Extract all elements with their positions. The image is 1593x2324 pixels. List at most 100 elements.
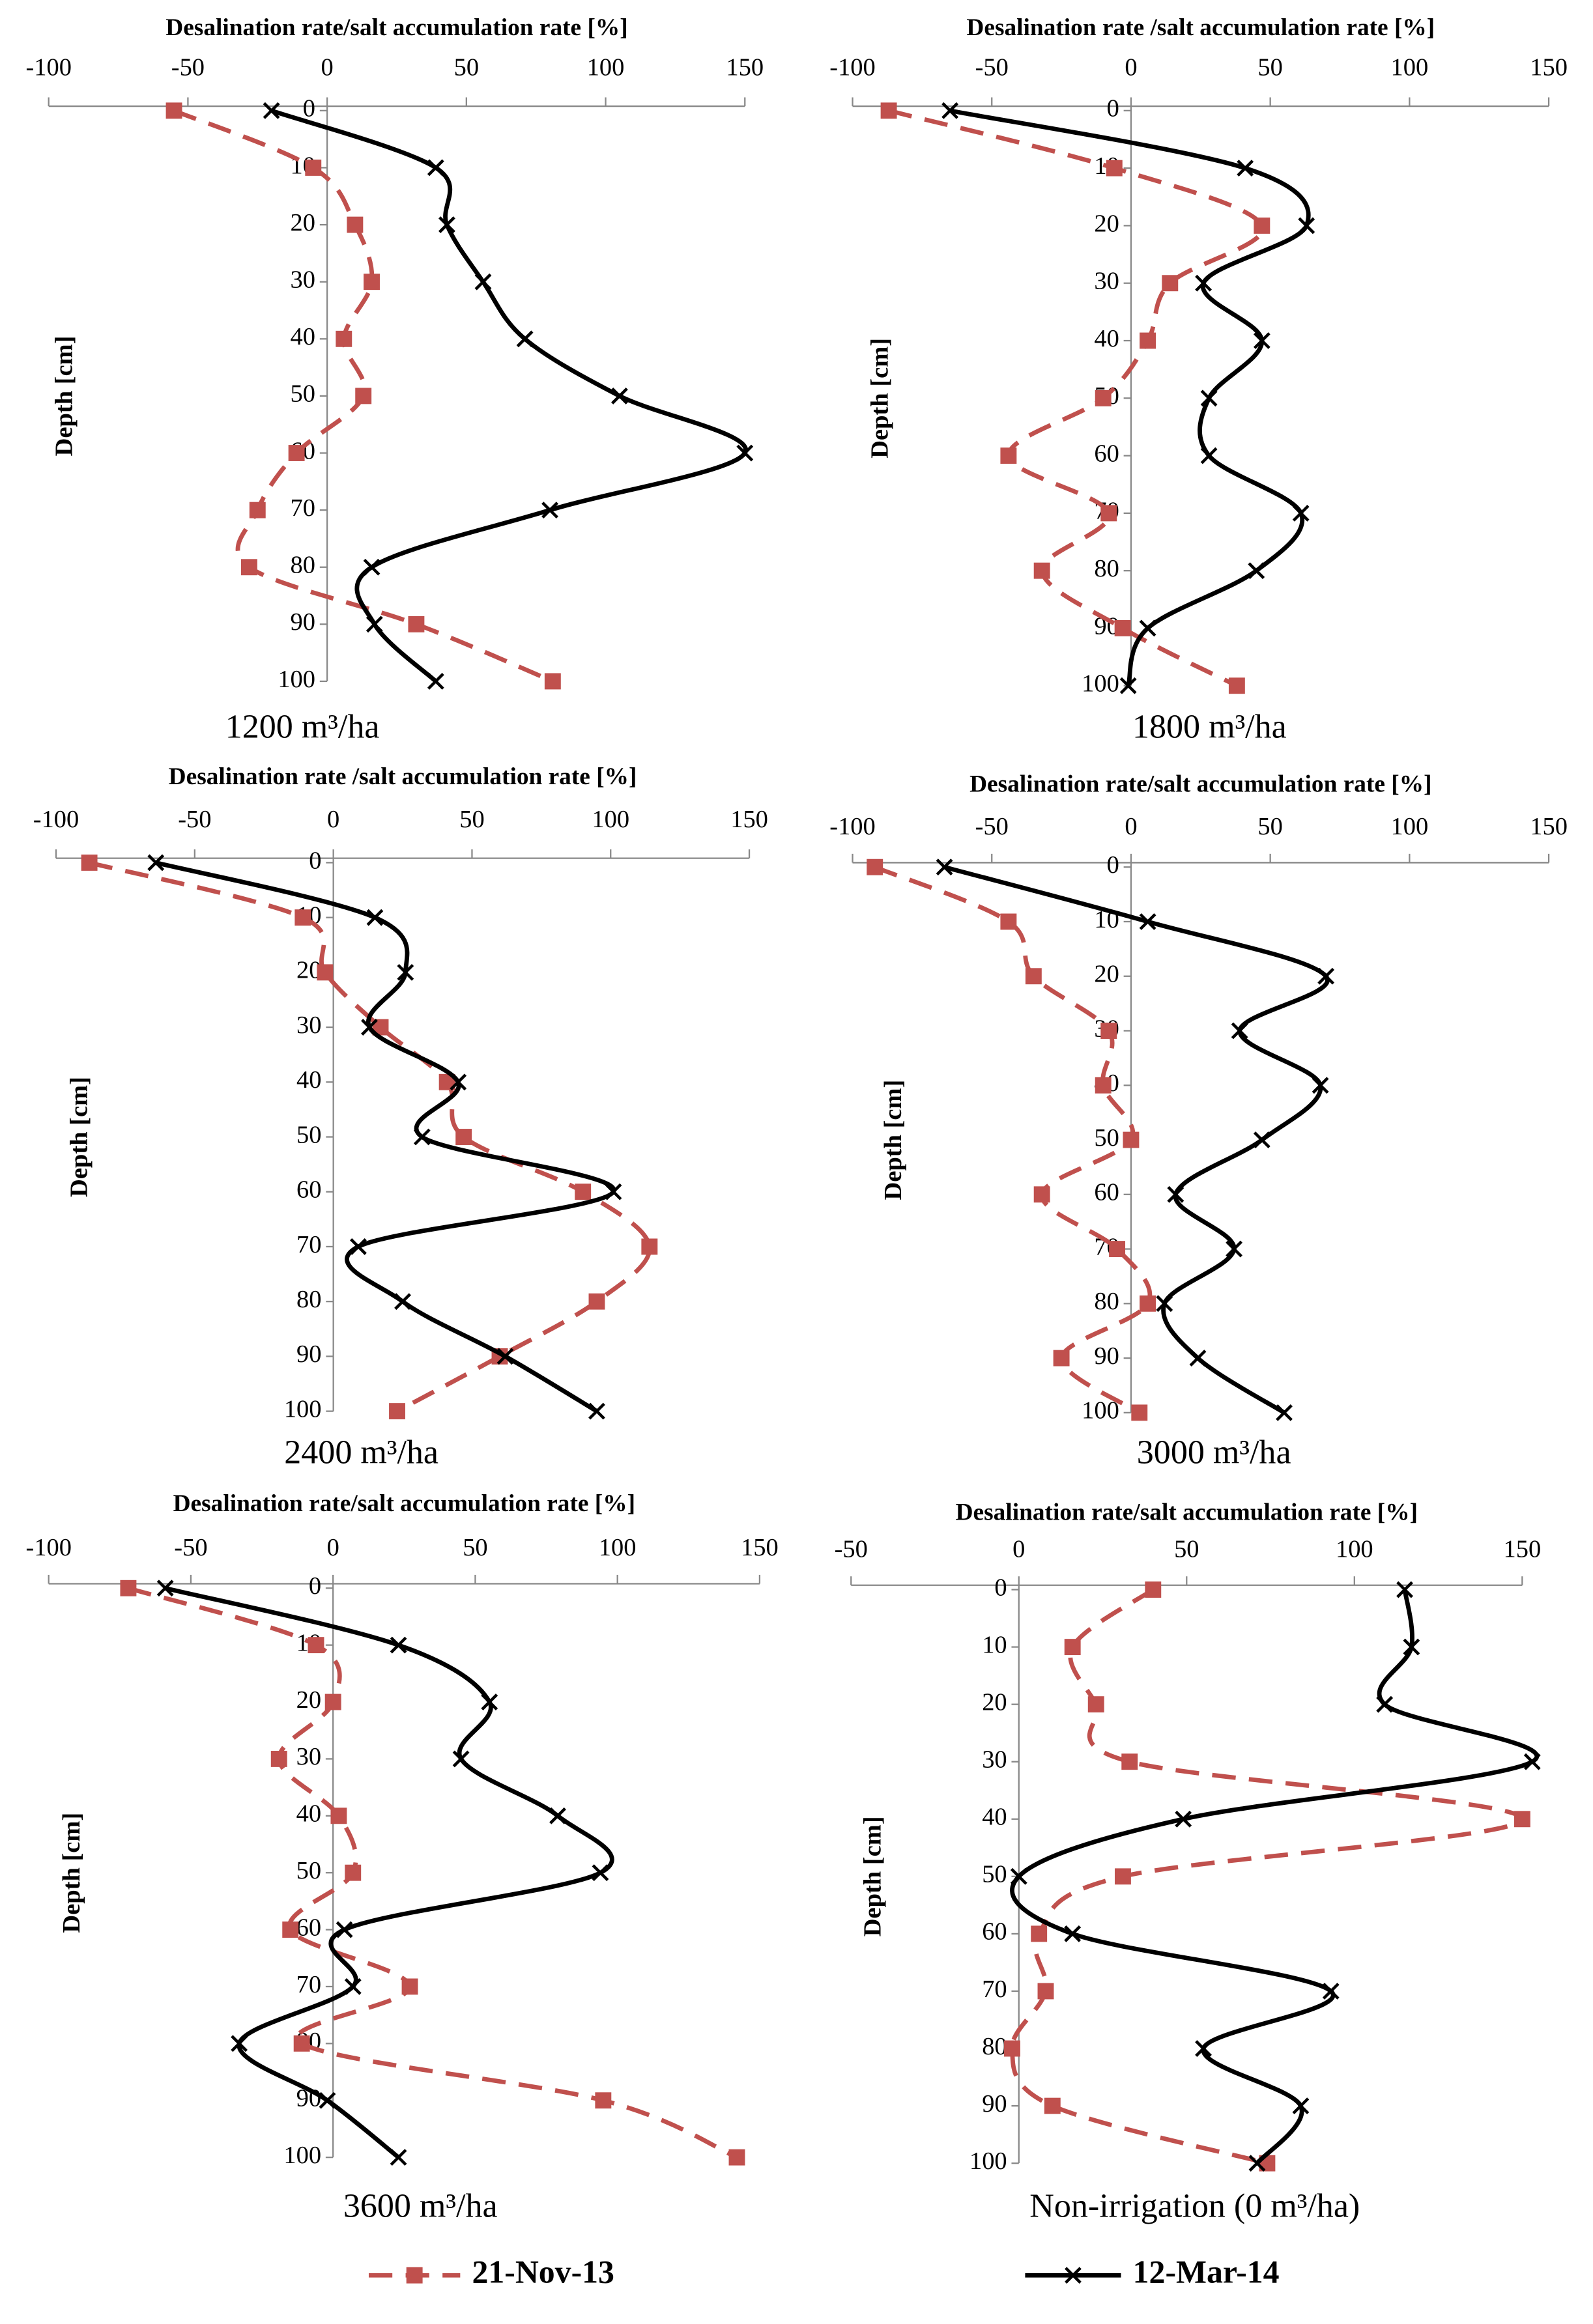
marker bbox=[1033, 1186, 1050, 1203]
x-tick-label: 100 bbox=[587, 53, 625, 81]
chart: Desalination rate /salt accumulation rat… bbox=[33, 763, 768, 1471]
x-tick-label: 100 bbox=[1391, 813, 1429, 840]
x-tick-label: -50 bbox=[975, 53, 1009, 81]
marker bbox=[1000, 913, 1017, 930]
marker bbox=[390, 2149, 407, 2166]
marker bbox=[1156, 1295, 1173, 1312]
marker bbox=[345, 1864, 362, 1881]
y-axis-label: Depth [cm] bbox=[880, 1080, 907, 1200]
x-tick-label: 50 bbox=[454, 53, 479, 81]
x-tick-label: -100 bbox=[829, 53, 876, 81]
marker bbox=[1403, 1638, 1420, 1656]
y-tick-label: 90 bbox=[296, 1340, 321, 1368]
marker bbox=[450, 1073, 467, 1091]
marker bbox=[1010, 1867, 1027, 1885]
marker bbox=[270, 1750, 287, 1767]
marker bbox=[1065, 2267, 1082, 2284]
marker bbox=[1317, 967, 1335, 985]
marker bbox=[1064, 1639, 1081, 1656]
marker bbox=[544, 673, 561, 690]
x-tick-label: 100 bbox=[1391, 53, 1429, 81]
marker bbox=[496, 1348, 514, 1365]
marker bbox=[1037, 1983, 1054, 2000]
caption: 1800 m³/ha bbox=[1132, 709, 1287, 746]
x-tick-label: 150 bbox=[1530, 53, 1568, 81]
marker bbox=[549, 1807, 566, 1824]
x-tick-label: 0 bbox=[327, 806, 339, 833]
marker bbox=[1228, 677, 1245, 694]
y-axis-label: Depth [cm] bbox=[65, 1077, 93, 1197]
x-tick-label: -100 bbox=[829, 813, 876, 840]
y-tick-label: 60 bbox=[1094, 440, 1119, 467]
marker bbox=[263, 102, 280, 119]
marker bbox=[1145, 1581, 1162, 1598]
marker bbox=[1000, 447, 1017, 464]
marker bbox=[366, 909, 384, 926]
marker bbox=[294, 909, 311, 926]
marker bbox=[455, 1129, 472, 1145]
x-tick-label: 150 bbox=[1530, 813, 1568, 840]
chart: Desalination rate/salt accumulation rate… bbox=[25, 1490, 778, 2224]
marker bbox=[1114, 1868, 1131, 1885]
axis-title: Desalination rate/salt accumulation rate… bbox=[956, 1499, 1418, 1526]
y-tick-label: 90 bbox=[291, 608, 315, 636]
x-tick-label: 0 bbox=[321, 53, 334, 81]
marker bbox=[941, 102, 959, 119]
marker bbox=[481, 1693, 498, 1710]
axis-title: Desalination rate/salt accumulation rate… bbox=[173, 1490, 635, 1517]
marker bbox=[1253, 332, 1270, 349]
marker bbox=[1119, 677, 1137, 694]
marker bbox=[1095, 1077, 1112, 1094]
x-tick-label: -50 bbox=[975, 813, 1009, 840]
y-axis-label: Depth [cm] bbox=[859, 1816, 886, 1936]
marker bbox=[1248, 562, 1265, 580]
y-tick-label: 80 bbox=[982, 2033, 1007, 2060]
marker bbox=[1064, 1925, 1082, 1942]
marker bbox=[1231, 1022, 1248, 1040]
marker bbox=[1106, 160, 1123, 177]
marker bbox=[1237, 160, 1254, 177]
marker bbox=[1175, 1810, 1192, 1828]
series-line bbox=[1010, 1587, 1525, 2166]
marker bbox=[1312, 1077, 1329, 1094]
series-line bbox=[155, 860, 616, 1413]
marker bbox=[427, 159, 444, 177]
marker bbox=[541, 502, 558, 519]
marker bbox=[361, 1019, 378, 1036]
caption: 2400 m³/ha bbox=[284, 1434, 438, 1471]
marker bbox=[641, 1238, 658, 1255]
marker bbox=[1140, 1295, 1156, 1312]
marker bbox=[350, 1238, 367, 1255]
x-tick-label: -100 bbox=[33, 806, 79, 833]
marker bbox=[575, 1183, 592, 1200]
marker bbox=[1123, 1131, 1140, 1148]
marker bbox=[1248, 2155, 1266, 2172]
marker bbox=[1162, 275, 1179, 292]
marker bbox=[1226, 1240, 1243, 1258]
y-tick-label: 0 bbox=[303, 95, 315, 122]
marker bbox=[1139, 619, 1156, 637]
marker bbox=[474, 273, 492, 290]
marker bbox=[397, 963, 414, 981]
marker bbox=[936, 858, 953, 876]
marker bbox=[736, 444, 754, 462]
x-tick-label: -50 bbox=[835, 1535, 868, 1563]
marker bbox=[288, 445, 305, 461]
y-tick-label: 80 bbox=[291, 552, 315, 579]
marker bbox=[588, 1293, 605, 1310]
x-tick-label: 100 bbox=[592, 806, 629, 833]
marker bbox=[1131, 1404, 1148, 1421]
chart: Desalination rate /salt accumulation rat… bbox=[829, 14, 1568, 746]
marker bbox=[1121, 1753, 1138, 1770]
caption: 3600 m³/ha bbox=[343, 2187, 498, 2224]
marker bbox=[282, 1921, 299, 1938]
x-tick-label: 0 bbox=[1125, 813, 1137, 840]
x-tick-label: 50 bbox=[1174, 1535, 1199, 1563]
y-tick-label: 30 bbox=[296, 1012, 321, 1039]
y-tick-label: 0 bbox=[309, 847, 321, 874]
series-line bbox=[127, 1586, 738, 2160]
marker bbox=[165, 102, 182, 119]
y-tick-label: 70 bbox=[291, 494, 315, 522]
marker bbox=[347, 216, 364, 233]
